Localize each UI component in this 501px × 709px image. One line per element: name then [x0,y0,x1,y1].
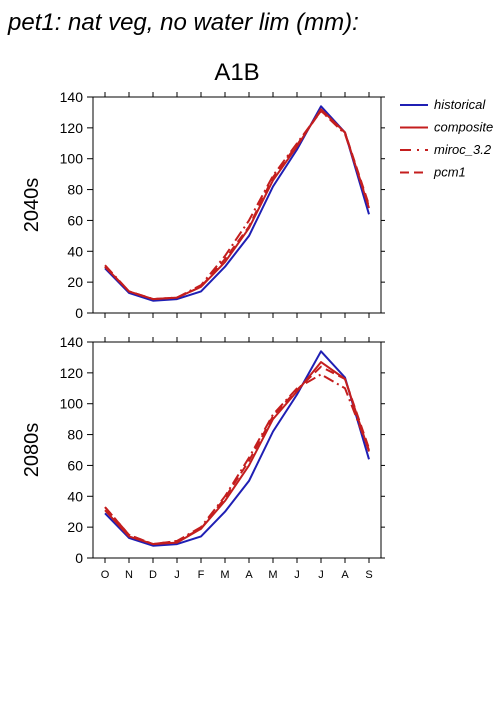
y-tick-label: 0 [75,305,83,321]
row-label: 2040s [21,178,43,233]
y-tick-label: 0 [75,550,83,566]
x-tick-label: J [294,569,300,581]
y-tick-label: 20 [67,274,83,290]
series-line-pcm1 [104,365,370,546]
plot-frame [92,341,382,559]
y-tick-label: 120 [60,120,84,136]
x-tick-label: A [245,569,253,581]
y-tick-label: 40 [67,243,83,259]
y-tick-label: 20 [67,519,83,535]
x-tick-label: J [318,569,324,581]
y-tick-label: 40 [67,488,83,504]
panel-2040s: 0 20 40 60 80 100 120 140 2040s [21,89,385,321]
figure-title: pet1: nat veg, no water lim (mm): [7,9,359,36]
legend: historical composite miroc_3.2 pcm1 [400,97,493,180]
series-line-miroc-3-2 [104,109,370,301]
y-tick-label: 120 [60,365,84,381]
x-tick-label: M [268,569,277,581]
x-tick-label: F [198,569,205,581]
series-line-historical [104,105,370,302]
y-tick-label: 80 [67,182,83,198]
y-tick-label: 140 [60,89,84,105]
series-line-miroc-3-2 [104,373,370,546]
x-tick-label: S [365,569,372,581]
panel-2080s: 0 20 40 60 80 100 120 140 O N D J F M A M J J A S 2080s [21,334,385,581]
x-tick-label: A [341,569,349,581]
y-tick-label: 60 [67,212,83,228]
y-tick-label: 60 [67,457,83,473]
series-line-composite [104,361,370,546]
y-tick-label: 140 [60,334,84,350]
y-tick-label: 100 [60,151,84,167]
x-tick-label: O [101,569,110,581]
x-tick-label: D [149,569,157,581]
x-tick-label: J [174,569,180,581]
series-line-composite [104,108,370,301]
row-label: 2080s [21,423,43,478]
column-title: A1B [214,59,259,86]
plot-frame [92,96,382,314]
x-tick-label: N [125,569,133,581]
legend-label: pcm1 [433,165,466,180]
legend-label: composite [434,120,493,135]
y-tick-label: 80 [67,427,83,443]
series-line-pcm1 [104,109,370,301]
legend-label: historical [434,97,486,112]
series-line-historical [104,350,370,547]
legend-label: miroc_3.2 [434,142,492,157]
x-tick-label: M [220,569,229,581]
y-tick-label: 100 [60,396,84,412]
